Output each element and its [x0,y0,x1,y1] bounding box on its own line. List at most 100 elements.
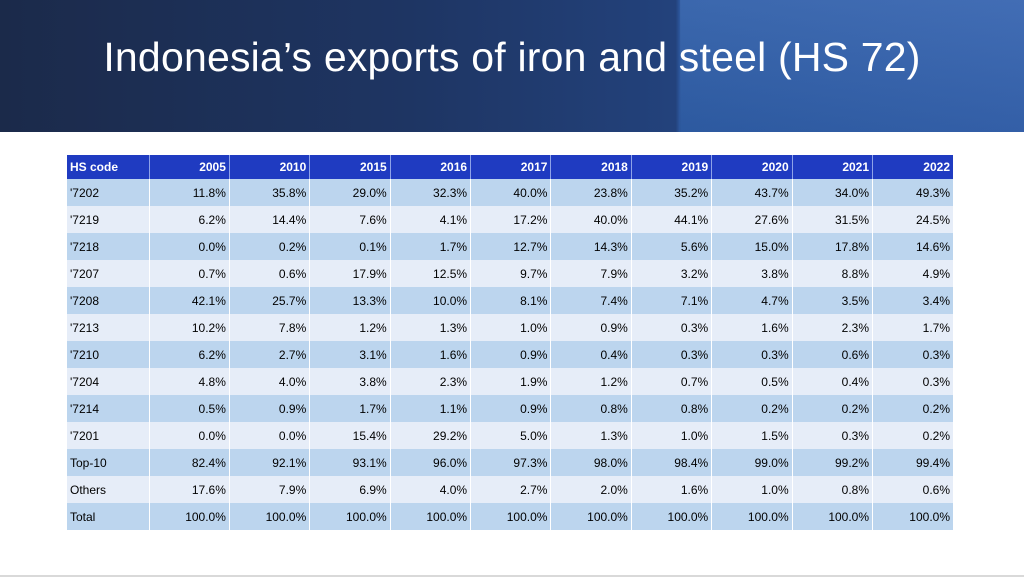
header-row: HS code 2005 2010 2015 2016 2017 2018 2019 2020 2… [67,155,953,179]
value-cell: 10.0% [390,287,472,314]
value-cell: 0.3% [872,341,953,368]
value-cell: 99.4% [872,449,953,476]
value-cell: 1.7% [872,314,953,341]
value-cell: 1.7% [309,395,391,422]
value-cell: 97.3% [470,449,552,476]
table-row: '7202 11.8% 35.8% 29.0% 32.3% 40.0% 23.8% 35.2%… [67,179,953,206]
value-cell: 7.1% [631,287,713,314]
header-year: 2018 [550,155,632,179]
row-label-cell: '7219 [67,206,150,233]
value-cell: 0.9% [229,395,311,422]
value-cell: 14.3% [550,233,632,260]
value-cell: 0.3% [872,368,953,395]
value-cell: 100.0% [229,503,311,530]
value-cell: 31.5% [792,206,874,233]
value-cell: 49.3% [872,179,953,206]
value-cell: 2.0% [550,476,632,503]
value-cell: 100.0% [550,503,632,530]
header-year: 2021 [792,155,874,179]
row-label-cell: Others [67,476,150,503]
value-cell: 17.8% [792,233,874,260]
value-cell: 4.8% [149,368,230,395]
row-label-cell: '7214 [67,395,150,422]
value-cell: 4.7% [711,287,793,314]
value-cell: 0.6% [872,476,953,503]
value-cell: 0.1% [309,233,391,260]
value-cell: 0.4% [550,341,632,368]
row-label-cell: '7208 [67,287,150,314]
value-cell: 15.0% [711,233,793,260]
slide-bottom-border [0,575,1024,577]
header-year: 2017 [470,155,552,179]
value-cell: 44.1% [631,206,713,233]
value-cell: 100.0% [711,503,793,530]
value-cell: 2.7% [229,341,311,368]
value-cell: 25.7% [229,287,311,314]
value-cell: 99.0% [711,449,793,476]
value-cell: 0.2% [229,233,311,260]
value-cell: 0.8% [792,476,874,503]
value-cell: 0.2% [872,422,953,449]
row-label-cell: '7204 [67,368,150,395]
banner-highlight [680,0,1024,132]
value-cell: 1.9% [470,368,552,395]
value-cell: 96.0% [390,449,472,476]
value-cell: 17.6% [149,476,230,503]
value-cell: 32.3% [390,179,472,206]
table-row: Total 100.0% 100.0% 100.0% 100.0% 100.0% 100.0… [67,503,953,530]
title-banner [0,0,1024,132]
table-row: '7213 10.2% 7.8% 1.2% 1.3% 1.0% 0.9% 0.3% 1.6% 2.… [67,314,953,341]
value-cell: 0.0% [149,422,230,449]
value-cell: 29.0% [309,179,391,206]
value-cell: 99.2% [792,449,874,476]
value-cell: 17.9% [309,260,391,287]
value-cell: 1.0% [631,422,713,449]
value-cell: 0.3% [792,422,874,449]
value-cell: 14.6% [872,233,953,260]
value-cell: 0.5% [149,395,230,422]
value-cell: 29.2% [390,422,472,449]
value-cell: 42.1% [149,287,230,314]
table-row: '7208 42.1% 25.7% 13.3% 10.0% 8.1% 7.4% 7.1% 4.7… [67,287,953,314]
value-cell: 0.9% [550,314,632,341]
value-cell: 0.7% [149,260,230,287]
value-cell: 0.9% [470,341,552,368]
value-cell: 1.0% [711,476,793,503]
value-cell: 1.6% [711,314,793,341]
value-cell: 0.6% [792,341,874,368]
value-cell: 1.3% [550,422,632,449]
value-cell: 5.0% [470,422,552,449]
value-cell: 3.4% [872,287,953,314]
row-label-cell: '7202 [67,179,150,206]
value-cell: 1.2% [309,314,391,341]
value-cell: 43.7% [711,179,793,206]
value-cell: 40.0% [470,179,552,206]
header-year: 2019 [631,155,713,179]
value-cell: 3.1% [309,341,391,368]
value-cell: 12.5% [390,260,472,287]
row-label-cell: '7218 [67,233,150,260]
value-cell: 100.0% [792,503,874,530]
value-cell: 1.2% [550,368,632,395]
value-cell: 2.7% [470,476,552,503]
value-cell: 7.6% [309,206,391,233]
value-cell: 0.3% [631,314,713,341]
value-cell: 100.0% [149,503,230,530]
value-cell: 35.2% [631,179,713,206]
value-cell: 13.3% [309,287,391,314]
exports-table-container: HS code 2005 2010 2015 2016 2017 2018 2019 2020 2… [67,155,953,530]
value-cell: 6.2% [149,341,230,368]
value-cell: 0.8% [550,395,632,422]
value-cell: 2.3% [390,368,472,395]
value-cell: 15.4% [309,422,391,449]
value-cell: 34.0% [792,179,874,206]
value-cell: 0.4% [792,368,874,395]
value-cell: 0.2% [711,395,793,422]
value-cell: 40.0% [550,206,632,233]
row-label-cell: '7210 [67,341,150,368]
value-cell: 100.0% [872,503,953,530]
value-cell: 4.0% [390,476,472,503]
value-cell: 1.6% [390,341,472,368]
table-row: '7214 0.5% 0.9% 1.7% 1.1% 0.9% 0.8% 0.8% 0.2% 0.2… [67,395,953,422]
value-cell: 6.9% [309,476,391,503]
